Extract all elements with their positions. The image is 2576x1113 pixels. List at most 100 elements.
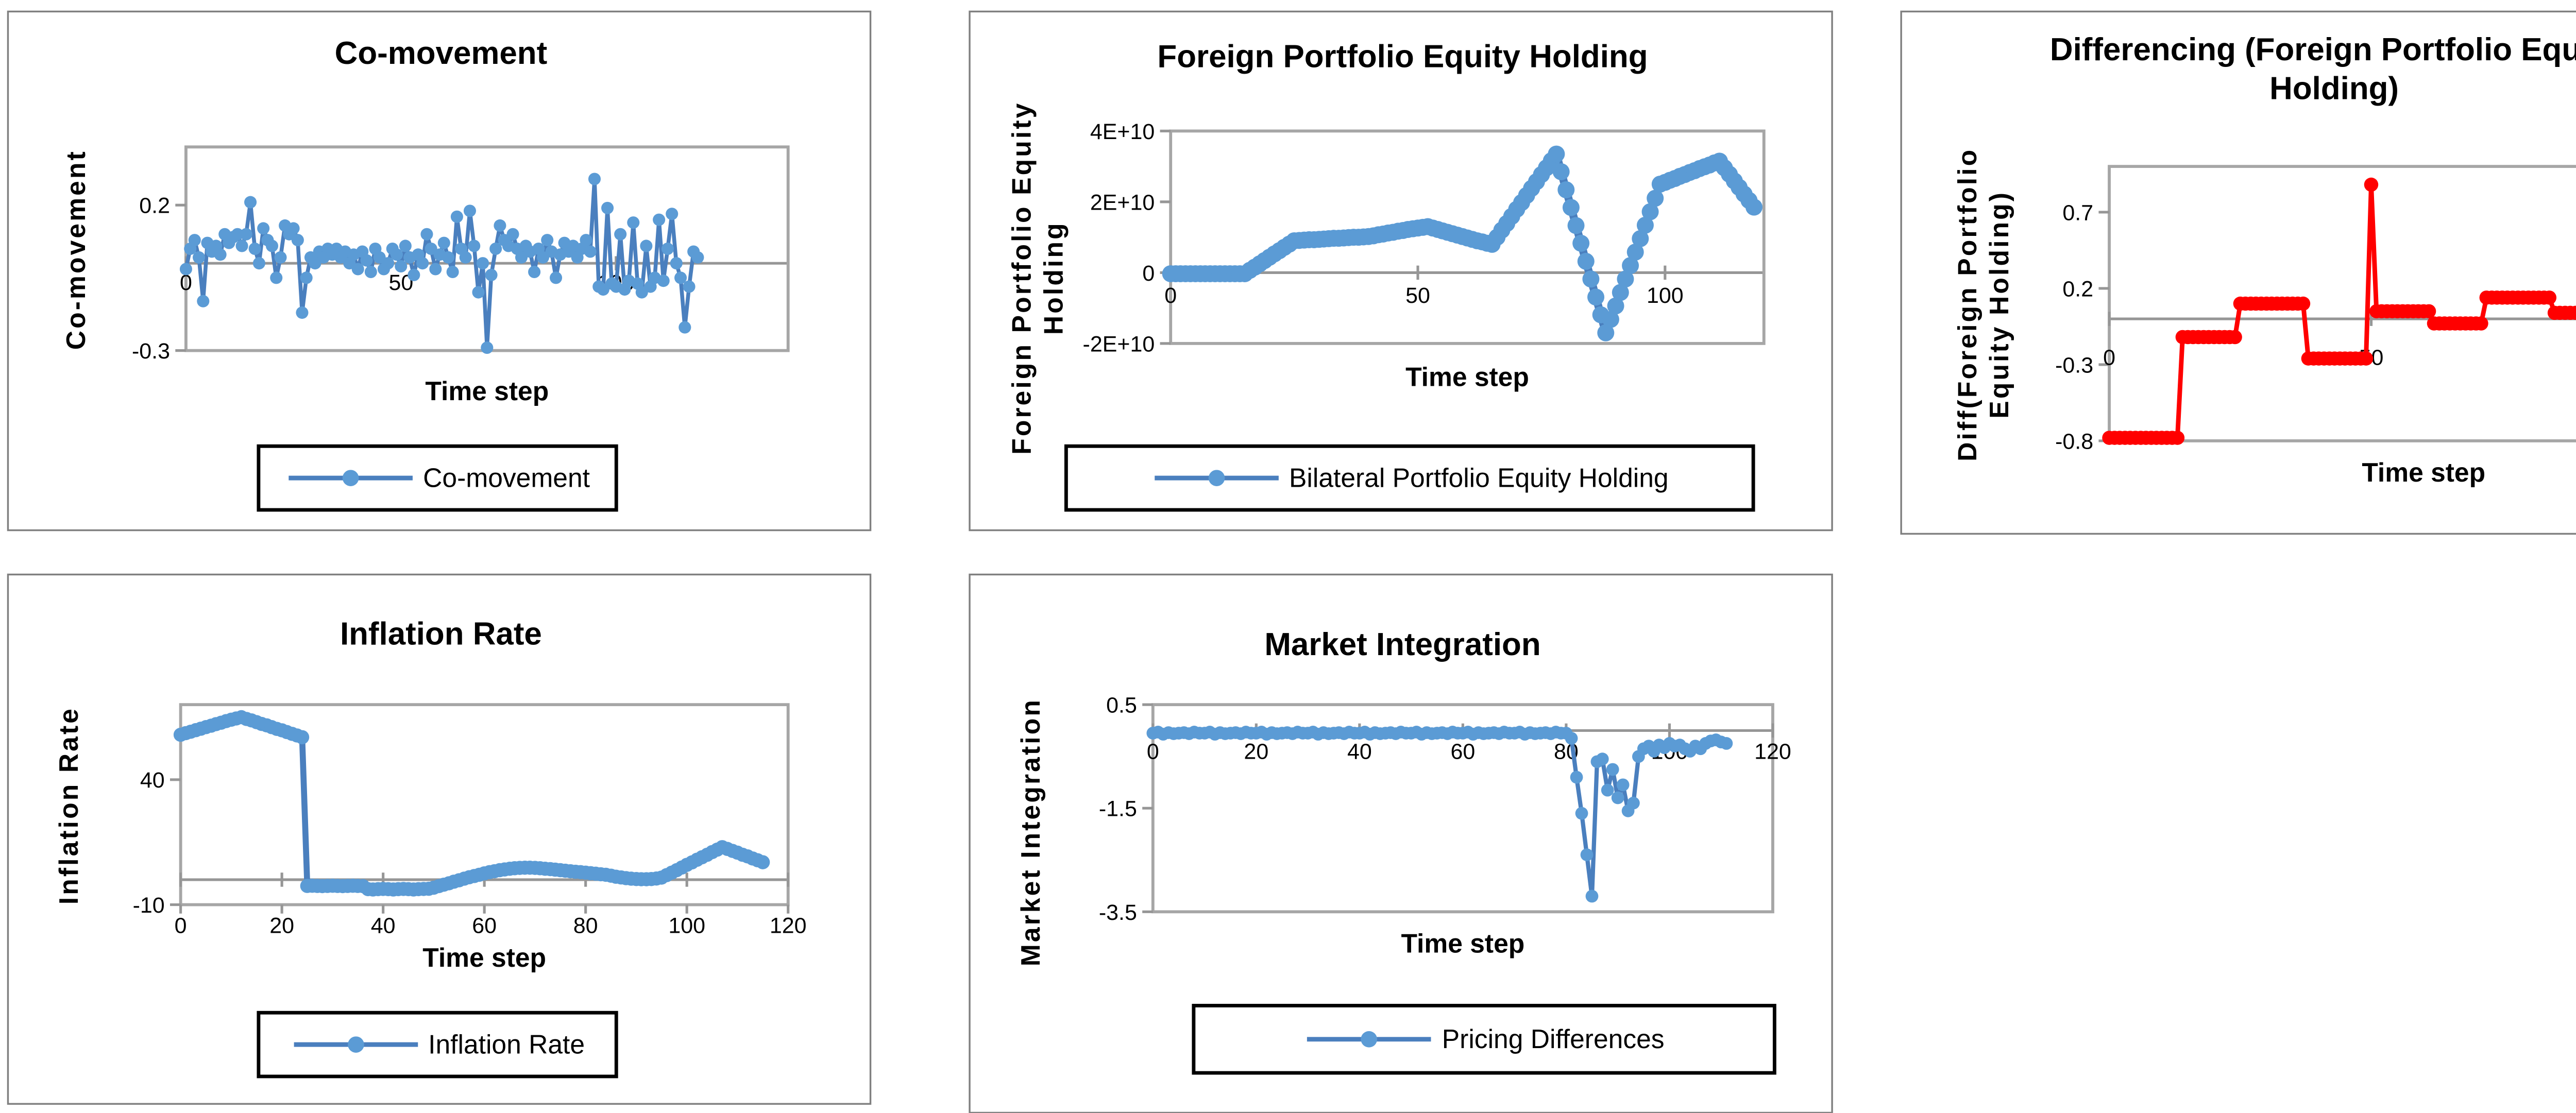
plot-border [2108,165,2576,442]
y-tick-label: -3.5 [1099,900,1137,925]
data-point-marker [1567,217,1585,234]
data-point-marker [1606,763,1619,776]
data-point-marker [1572,234,1590,252]
data-point-marker [2542,290,2557,305]
y-tick-label: -0.3 [132,339,170,364]
legend-line-marker-icon [1154,470,1279,486]
data-point-marker [666,208,679,220]
data-point-marker [1577,252,1595,270]
data-point-marker [1617,270,1634,288]
data-point-marker [1647,190,1664,207]
data-point-marker [382,257,395,270]
chart-title: Differencing (Foreign Portfolio Equity H… [2049,31,2576,107]
data-point-marker [416,257,429,270]
x-tick-label: 60 [1450,739,1475,764]
data-point-marker [274,251,287,264]
data-point-marker [1641,203,1659,220]
x-tick-label: 0 [1164,283,1177,308]
data-point-marker [446,265,459,279]
legend-line-marker-icon [1307,1031,1432,1048]
x-tick-label: 20 [269,914,294,938]
panel-market-integration: Market Integration Market Integration 0.… [969,573,1833,1113]
data-point-marker [244,196,257,209]
legend: Pricing Differences [1192,1004,1776,1075]
data-point-marker [1745,198,1762,216]
data-point-marker [1580,848,1594,861]
data-point-marker [588,173,601,185]
data-point-marker [395,260,408,273]
x-tick-label: 0 [175,914,187,938]
data-point-marker [1720,737,1733,750]
legend-line-marker-icon [293,1036,418,1053]
data-point-marker [1626,243,1644,261]
data-point-marker [657,275,670,287]
data-point-marker [287,222,300,235]
legend: Co-movement [257,444,618,512]
data-point-marker [2573,307,2576,318]
data-point-marker [295,730,310,745]
data-point-marker [1562,199,1580,216]
data-point-marker [235,239,248,252]
data-point-marker [390,248,403,261]
data-point-marker [674,271,687,284]
y-tick-label: -1.5 [1099,797,1137,821]
x-axis-title: Time step [1401,929,1525,960]
data-point-marker [270,271,283,284]
data-point-marker [193,251,206,264]
legend: Inflation Rate [257,1011,618,1078]
data-point-marker [2228,330,2242,345]
data-point-marker [640,239,653,252]
data-point-marker [468,239,481,252]
y-tick-label: 0.5 [1106,693,1137,718]
x-tick-label: 100 [668,914,705,938]
data-point-marker [2170,431,2185,445]
data-point-marker [1597,324,1615,341]
data-point-marker [1557,181,1575,198]
data-point-marker [188,234,201,247]
legend: Bilateral Portfolio Equity Holding [1064,444,1755,512]
x-tick-label: 50 [1405,283,1430,308]
data-point-marker [1602,311,1619,328]
x-tick-label: 0 [2103,346,2115,370]
data-point-marker [442,251,455,264]
plot-area: 0.2-0.3050100 [132,145,790,364]
data-point-marker [1607,297,1624,315]
data-point-marker [437,236,450,249]
y-tick-label: 0.7 [2062,200,2093,225]
data-point-marker [399,239,412,252]
x-tick-label: 0 [180,270,192,295]
data-point-marker [291,234,304,247]
data-point-marker [463,204,476,217]
data-point-marker [1627,796,1640,810]
data-point-marker [2474,316,2488,331]
chart-title: Market Integration [1264,626,1541,662]
x-tick-label: 0 [1147,739,1159,764]
data-point-marker [506,228,519,241]
data-point-marker [240,228,252,241]
panel-differencing-fpeh: Differencing (Foreign Portfolio Equity H… [1900,10,2576,535]
data-point-marker [248,242,261,255]
y-tick-label: -0.3 [2055,353,2093,378]
x-tick-label: 40 [1347,739,1372,764]
y-tick-label: 2E+10 [1090,190,1155,215]
legend-label: Inflation Rate [428,1029,585,1060]
data-point-marker [459,251,472,264]
x-tick-label: 120 [770,914,807,938]
data-point-marker [408,268,420,281]
data-point-marker [1612,284,1629,301]
legend-label: Pricing Differences [1442,1024,1665,1055]
data-point-marker [420,228,433,241]
data-point-marker [528,265,541,279]
data-point-marker [472,286,485,299]
data-point-marker [755,855,770,869]
data-point-marker [1611,791,1624,804]
data-point-marker [550,271,563,284]
data-point-marker [360,254,373,267]
x-tick-label: 120 [1754,739,1791,764]
data-point-marker [197,295,210,307]
data-point-marker [1552,163,1570,180]
plot-area: 4E+10 2E+10 0 -2E+10 0 50 100 [1083,119,1766,356]
data-point-marker [265,239,279,252]
y-tick-label: 0.2 [139,194,170,218]
